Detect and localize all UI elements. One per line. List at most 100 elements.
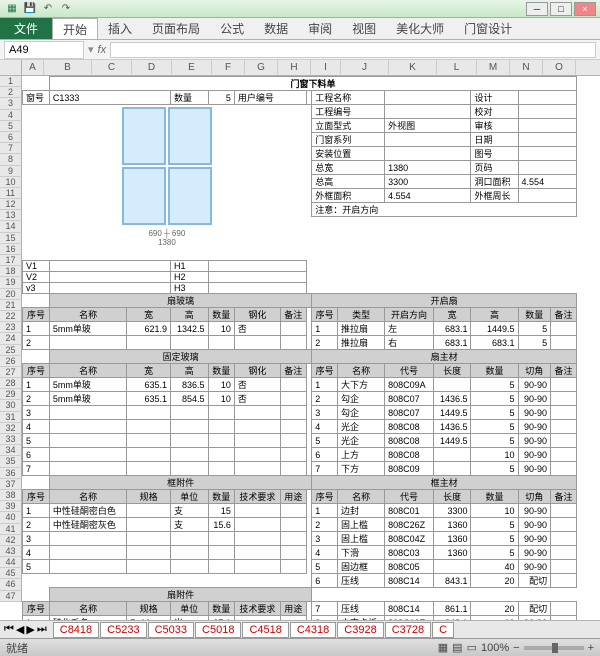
sheet-tab[interactable]: C4518 xyxy=(242,622,288,638)
row-header[interactable]: 12 xyxy=(0,199,22,210)
tab-home[interactable]: 开始 xyxy=(52,18,98,39)
row-header[interactable]: 33 xyxy=(0,434,22,445)
sheet-tab[interactable]: C5018 xyxy=(195,622,241,638)
tab-nav-prev[interactable]: ◀ xyxy=(16,623,24,636)
row-header[interactable]: 6 xyxy=(0,132,22,143)
view-break-icon[interactable]: ▭ xyxy=(467,641,477,654)
col-header[interactable]: G xyxy=(245,60,278,75)
row-header[interactable]: 10 xyxy=(0,177,22,188)
sheet-tab[interactable]: C xyxy=(432,622,454,638)
row-header[interactable]: 44 xyxy=(0,557,22,568)
row-header[interactable]: 3 xyxy=(0,98,22,109)
sheet-tab[interactable]: C3928 xyxy=(337,622,383,638)
row-header[interactable]: 30 xyxy=(0,400,22,411)
row-header[interactable]: 4 xyxy=(0,110,22,121)
row-header[interactable]: 34 xyxy=(0,445,22,456)
row-header[interactable]: 38 xyxy=(0,490,22,501)
view-layout-icon[interactable]: ▤ xyxy=(452,641,462,654)
tab-nav-next[interactable]: ▶ xyxy=(26,623,34,636)
row-header[interactable]: 15 xyxy=(0,233,22,244)
row-header[interactable]: 21 xyxy=(0,300,22,311)
cells[interactable]: 门窗下料单窗号C1333数量5用户编号工程名称设计690 ┼ 6901380工程… xyxy=(22,76,600,620)
fx-icon[interactable]: fx xyxy=(98,44,107,56)
row-header[interactable]: 14 xyxy=(0,221,22,232)
row-header[interactable]: 17 xyxy=(0,255,22,266)
formula-bar[interactable] xyxy=(110,42,596,58)
col-header[interactable]: D xyxy=(132,60,172,75)
row-header[interactable]: 43 xyxy=(0,546,22,557)
col-header[interactable]: E xyxy=(172,60,212,75)
row-header[interactable]: 5 xyxy=(0,121,22,132)
row-header[interactable]: 46 xyxy=(0,579,22,590)
tab-layout[interactable]: 页面布局 xyxy=(142,18,210,39)
row-header[interactable]: 31 xyxy=(0,412,22,423)
row-header[interactable]: 26 xyxy=(0,356,22,367)
tab-nav-first[interactable]: ⏮ xyxy=(4,623,14,636)
col-header[interactable]: C xyxy=(92,60,132,75)
row-header[interactable]: 35 xyxy=(0,456,22,467)
dropdown-icon[interactable]: ▾ xyxy=(88,43,94,56)
col-header[interactable]: K xyxy=(389,60,437,75)
close-button[interactable]: × xyxy=(574,2,596,16)
row-header[interactable]: 42 xyxy=(0,535,22,546)
tab-window[interactable]: 门窗设计 xyxy=(454,18,522,39)
row-header[interactable]: 45 xyxy=(0,568,22,579)
row-header[interactable]: 13 xyxy=(0,210,22,221)
col-header[interactable]: H xyxy=(278,60,311,75)
row-header[interactable]: 36 xyxy=(0,468,22,479)
sheet-tab[interactable]: C8418 xyxy=(53,622,99,638)
row-header[interactable]: 24 xyxy=(0,333,22,344)
maximize-button[interactable]: □ xyxy=(550,2,572,16)
excel-icon[interactable]: ▦ xyxy=(4,1,20,17)
row-header[interactable]: 32 xyxy=(0,423,22,434)
row-header[interactable]: 16 xyxy=(0,244,22,255)
redo-icon[interactable]: ↷ xyxy=(58,1,74,17)
tab-view[interactable]: 视图 xyxy=(342,18,386,39)
col-header[interactable]: N xyxy=(510,60,543,75)
row-header[interactable]: 40 xyxy=(0,512,22,523)
row-header[interactable]: 19 xyxy=(0,277,22,288)
row-header[interactable]: 9 xyxy=(0,166,22,177)
row-header[interactable]: 41 xyxy=(0,524,22,535)
row-header[interactable]: 18 xyxy=(0,266,22,277)
row-header[interactable]: 1 xyxy=(0,76,22,87)
row-header[interactable]: 39 xyxy=(0,501,22,512)
row-header[interactable]: 37 xyxy=(0,479,22,490)
col-header[interactable]: O xyxy=(543,60,576,75)
zoom-out-button[interactable]: − xyxy=(513,642,519,654)
name-box[interactable] xyxy=(4,41,84,59)
row-header[interactable]: 27 xyxy=(0,367,22,378)
sheet-area[interactable]: 1234567891011121314151617181920212223242… xyxy=(0,76,600,620)
tab-data[interactable]: 数据 xyxy=(254,18,298,39)
col-header[interactable]: J xyxy=(341,60,389,75)
tab-nav-last[interactable]: ⏭ xyxy=(37,623,47,636)
sheet-tab[interactable]: C4318 xyxy=(290,622,336,638)
zoom-slider[interactable] xyxy=(524,646,584,650)
save-icon[interactable]: 💾 xyxy=(22,1,38,17)
col-header[interactable]: I xyxy=(311,60,341,75)
col-header[interactable]: B xyxy=(44,60,92,75)
tab-insert[interactable]: 插入 xyxy=(98,18,142,39)
sheet-tab[interactable]: C5233 xyxy=(100,622,146,638)
row-header[interactable]: 25 xyxy=(0,345,22,356)
col-header[interactable]: M xyxy=(477,60,510,75)
select-all-corner[interactable] xyxy=(0,60,22,75)
view-normal-icon[interactable]: ▦ xyxy=(438,641,448,654)
sheet-tab[interactable]: C5033 xyxy=(148,622,194,638)
tab-formula[interactable]: 公式 xyxy=(210,18,254,39)
file-tab[interactable]: 文件 xyxy=(0,18,52,39)
minimize-button[interactable]: ─ xyxy=(526,2,548,16)
zoom-in-button[interactable]: + xyxy=(588,642,594,654)
col-header[interactable]: F xyxy=(212,60,245,75)
row-header[interactable]: 2 xyxy=(0,87,22,98)
row-header[interactable]: 8 xyxy=(0,154,22,165)
row-header[interactable]: 7 xyxy=(0,143,22,154)
row-header[interactable]: 22 xyxy=(0,311,22,322)
undo-icon[interactable]: ↶ xyxy=(40,1,56,17)
row-header[interactable]: 29 xyxy=(0,389,22,400)
row-header[interactable]: 28 xyxy=(0,378,22,389)
sheet-tab[interactable]: C3728 xyxy=(385,622,431,638)
row-header[interactable]: 11 xyxy=(0,188,22,199)
tab-beauty[interactable]: 美化大师 xyxy=(386,18,454,39)
row-header[interactable]: 23 xyxy=(0,322,22,333)
